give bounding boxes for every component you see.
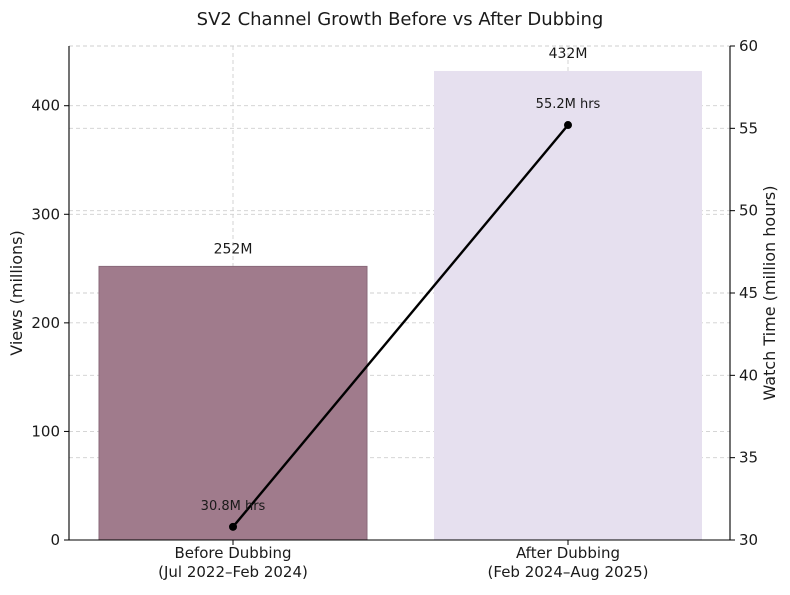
y2-tick-label: 45 <box>739 284 758 302</box>
x-tick-label-line: After Dubbing <box>516 544 620 562</box>
y2-tick-label: 40 <box>739 366 758 384</box>
bar-value-label: 252M <box>214 241 253 257</box>
y-tick-label: 300 <box>31 205 60 223</box>
x-tick-label-line: (Feb 2024–Aug 2025) <box>488 563 649 581</box>
y2-tick-label: 35 <box>739 449 758 467</box>
bar <box>98 265 368 541</box>
line-layer: 30.8M hrs 55.2M hrs <box>201 97 601 531</box>
y2-tick-label: 30 <box>739 531 758 549</box>
y2-tick-label: 50 <box>739 202 758 220</box>
bar <box>434 70 702 540</box>
y2-tick-label: 55 <box>739 119 758 137</box>
bar-value-label: 432M <box>549 46 588 62</box>
y-tick-label: 100 <box>31 422 60 440</box>
watch-time-label: 55.2M hrs <box>536 97 601 112</box>
x-tick-label: After Dubbing (Feb 2024–Aug 2025) <box>488 544 649 581</box>
y-tick-label: 200 <box>31 314 60 332</box>
y2-axis-label: Watch Time (million hours) <box>760 186 779 401</box>
y-axis-label: Views (millions) <box>7 230 26 356</box>
watch-time-line <box>232 124 569 528</box>
x-tick-label-line: (Jul 2022–Feb 2024) <box>158 563 308 581</box>
watch-time-point <box>229 522 237 531</box>
chart-title: SV2 Channel Growth Before vs After Dubbi… <box>197 9 604 30</box>
y-tick-label: 0 <box>50 531 60 549</box>
axis-layer: 0 100 200 300 400 30 35 40 45 50 55 60 Before Dubbin… <box>31 37 758 581</box>
watch-time-label: 30.8M hrs <box>201 499 266 514</box>
watch-time-point <box>564 121 572 130</box>
y-tick-label: 400 <box>31 97 60 115</box>
x-tick-label-line: Before Dubbing <box>174 544 291 562</box>
bar-layer: 252M 432M <box>98 46 702 541</box>
x-tick-label: Before Dubbing (Jul 2022–Feb 2024) <box>158 544 308 581</box>
y2-tick-label: 60 <box>739 37 758 55</box>
